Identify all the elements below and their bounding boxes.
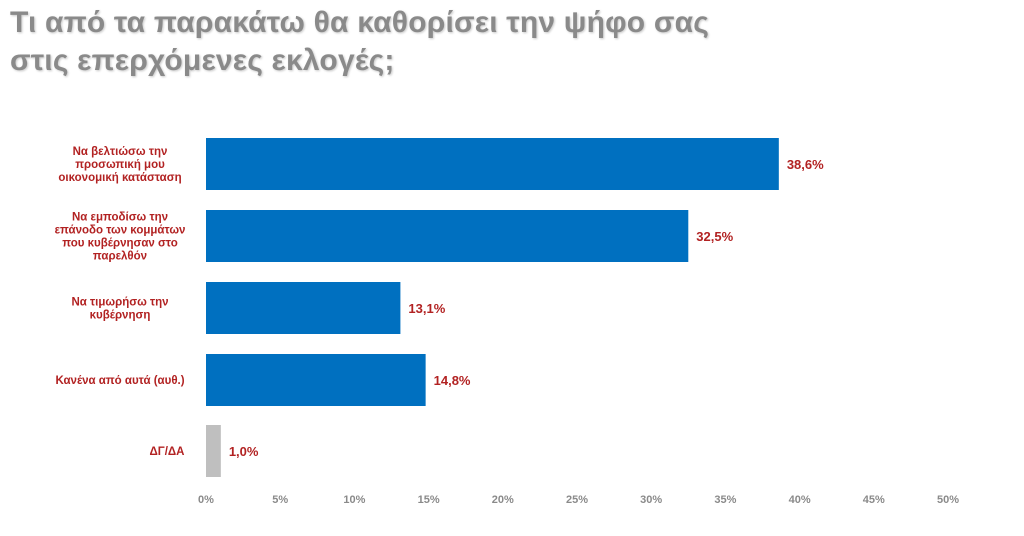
category-label-3-line-1: Να τιμωρήσω την <box>71 297 168 309</box>
value-label-4: 14,8% <box>434 373 471 388</box>
bar-5 <box>206 425 221 477</box>
category-label-2-line-3: που κυβέρνησαν στο <box>62 238 177 250</box>
category-label-5-line-1: ΔΓ/ΔΑ <box>150 446 185 458</box>
x-tick-label-40: 40% <box>789 494 811 506</box>
category-label-4: Κανένα από αυτά (αυθ.) <box>55 375 184 387</box>
x-tick-label-20: 20% <box>492 494 514 506</box>
category-label-4-line-1: Κανένα από αυτά (αυθ.) <box>55 375 184 387</box>
category-label-5: ΔΓ/ΔΑ <box>150 446 185 458</box>
bar-3 <box>206 282 401 334</box>
category-label-3: Να τιμωρήσω την κυβέρνηση <box>71 297 168 322</box>
x-tick-label-35: 35% <box>714 494 736 506</box>
value-label-3: 13,1% <box>408 301 445 316</box>
bar-4 <box>206 354 426 406</box>
category-label-1-line-3: οικονομική κατάσταση <box>58 172 181 184</box>
chart-title-line-2: στις επερχόμενες εκλογές; <box>10 44 395 77</box>
bar-2 <box>206 210 689 262</box>
x-tick-label-25: 25% <box>566 494 588 506</box>
x-tick-label-10: 10% <box>343 494 365 506</box>
x-tick-label-0: 0% <box>198 494 214 506</box>
x-tick-label-30: 30% <box>640 494 662 506</box>
category-label-1-line-1: Να βελτιώσω την <box>73 146 168 158</box>
category-label-1: Να βελτιώσω την προσωπική μου οικονομική κ… <box>58 146 181 184</box>
x-tick-label-45: 45% <box>863 494 885 506</box>
x-tick-label-15: 15% <box>418 494 440 506</box>
x-tick-label-50: 50% <box>937 494 959 506</box>
category-label-3-line-2: κυβέρνηση <box>90 310 151 322</box>
category-label-2-line-2: επάνοδο των κομμάτων <box>55 225 186 237</box>
category-label-2-line-1: Να εμποδίσω την <box>72 212 168 224</box>
category-label-1-line-2: προσωπική μου <box>75 159 165 171</box>
value-label-5: 1,0% <box>229 444 259 459</box>
chart-title: Τι από τα παρακάτω θα καθορίσει την ψήφο… <box>10 4 1010 80</box>
category-label-2-line-4: παρελθόν <box>93 251 147 263</box>
value-label-2: 32,5% <box>696 229 733 244</box>
bar-1 <box>206 138 779 190</box>
category-label-2: Να εμποδίσω την επάνοδο των κομμάτων που κ… <box>55 212 186 263</box>
x-tick-label-5: 5% <box>272 494 288 506</box>
value-label-1: 38,6% <box>787 157 824 172</box>
chart-title-line-1: Τι από τα παρακάτω θα καθορίσει την ψήφο… <box>10 6 710 39</box>
